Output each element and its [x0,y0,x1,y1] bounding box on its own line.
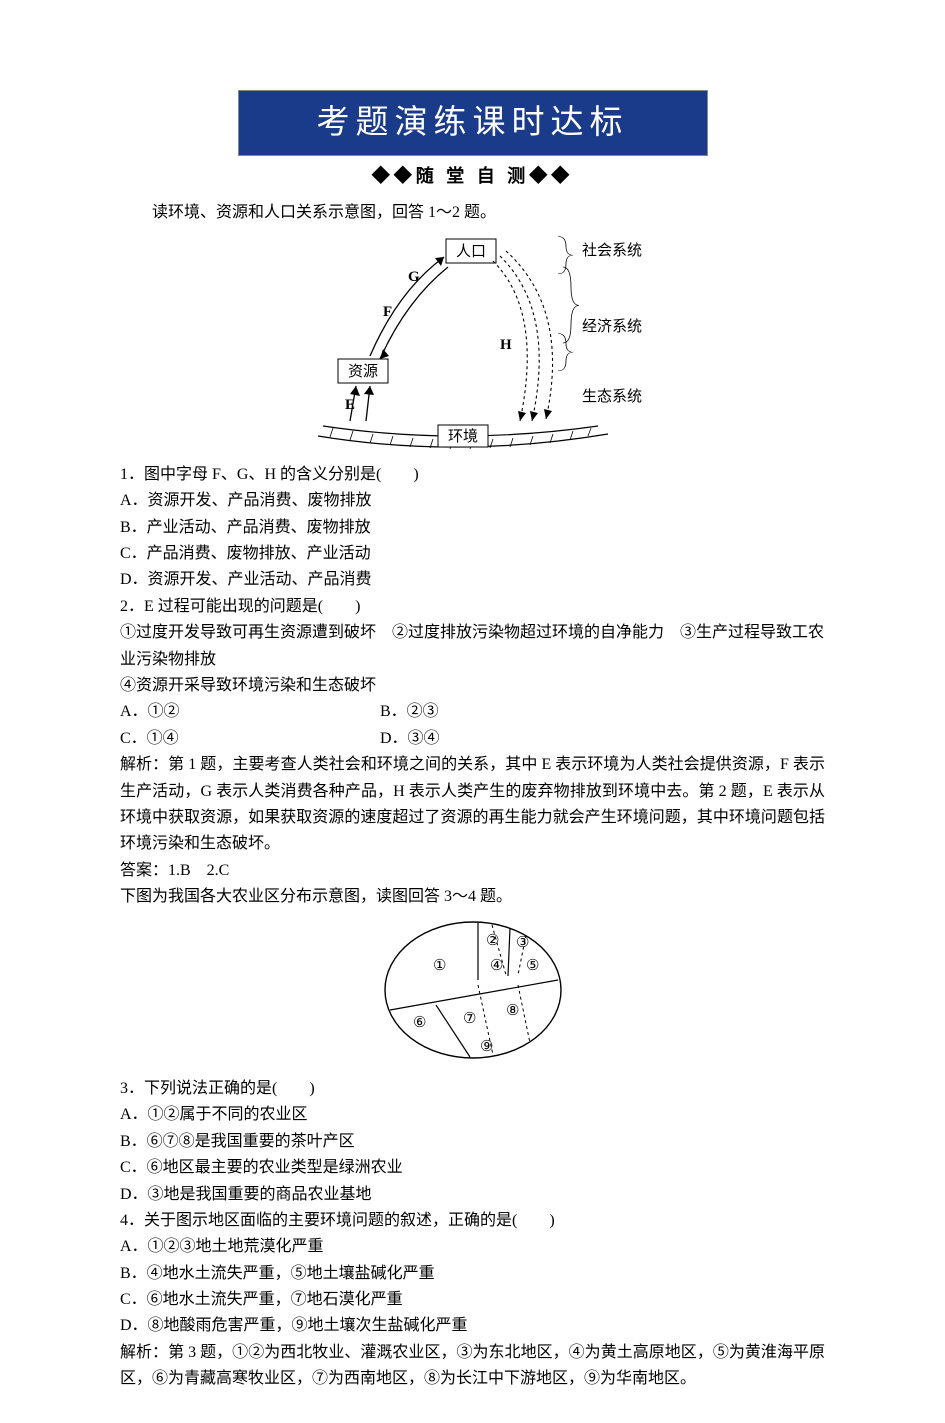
intro-2: 下图为我国各大农业区分布示意图，读图回答 3～4 题。 [120,884,825,910]
q2-B: B．②③ [380,699,439,725]
q1-C: C．产品消费、废物排放、产业活动 [120,541,825,567]
label-H: H [500,337,512,353]
q1-A: A．资源开发、产品消费、废物排放 [120,488,825,514]
q3-stem: 3．下列说法正确的是( ) [120,1076,825,1102]
q4-stem: 4．关于图示地区面临的主要环境问题的叙述，正确的是( ) [120,1208,825,1234]
q2-line2: ④资源开采导致环境污染和生态破坏 [120,673,825,699]
label-E: E [345,397,355,413]
label-ecology: 生态系统 [582,388,642,405]
region-6: ⑥ [413,1015,426,1031]
analysis-3-4: 解析：第 3 题，①②为西北牧业、灌溉农业区，③为东北地区，④为黄土高原地区，⑤… [120,1340,825,1393]
diagram-environment: 人口 资源 环境 G F E H 社会系统 经济系统 生态系统 [288,231,658,451]
answer-1-2: 答案：1.B 2.C [120,858,825,884]
q4-C: C．⑥地水土流失严重，⑦地石漠化严重 [120,1287,825,1313]
q3-B: B．⑥⑦⑧是我国重要的茶叶产区 [120,1129,825,1155]
q1-D: D．资源开发、产业活动、产品消费 [120,567,825,593]
q1-stem: 1．图中字母 F、G、H 的含义分别是( ) [120,462,825,488]
region-8: ⑧ [506,1003,519,1019]
label-economic: 经济系统 [582,318,642,335]
region-3: ③ [516,935,529,951]
label-resource: 资源 [347,363,377,380]
label-G: G [408,269,420,285]
label-population: 人口 [455,243,485,260]
q1-B: B．产业活动、产品消费、废物排放 [120,515,825,541]
region-5: ⑤ [526,958,539,974]
region-7: ⑦ [463,1011,476,1027]
intro-1: 读环境、资源和人口关系示意图，回答 1～2 题。 [120,200,825,226]
region-2: ② [486,933,499,949]
q4-A: A．①②③地土地荒漠化严重 [120,1234,825,1260]
q3-C: C．⑥地区最主要的农业类型是绿洲农业 [120,1155,825,1181]
q2-stem: 2．E 过程可能出现的问题是( ) [120,594,825,620]
q2-C: C．①④ [120,726,380,752]
q2-A: A．①② [120,699,380,725]
q4-D: D．⑧地酸雨危害严重，⑨地土壤次生盐碱化严重 [120,1313,825,1339]
region-9: ⑨ [480,1039,493,1055]
banner-title: 考题演练课时达标 [238,90,708,156]
label-F: F [383,304,392,320]
q3-D: D．③地是我国重要的商品农业基地 [120,1182,825,1208]
label-environment: 环境 [447,427,477,445]
analysis-1-2: 解析：第 1 题，主要考查人类社会和环境之间的关系，其中 E 表示环境为人类社会… [120,752,825,858]
label-social: 社会系统 [582,242,642,259]
q3-A: A．①②属于不同的农业区 [120,1102,825,1128]
diagram-agriculture: ① ② ③ ④ ⑤ ⑥ ⑦ ⑧ ⑨ [378,915,568,1065]
q4-B: B．④地水土流失严重，⑤地土壤盐碱化严重 [120,1261,825,1287]
q2-line1: ①过度开发导致可再生资源遭到破坏 ②过度排放污染物超过环境的自净能力 ③生产过程… [120,620,825,673]
q2-D: D．③④ [380,726,440,752]
region-4: ④ [490,958,503,974]
region-1: ① [433,958,446,974]
banner-subtitle: ◆◆随 堂 自 测◆◆ [238,162,708,192]
